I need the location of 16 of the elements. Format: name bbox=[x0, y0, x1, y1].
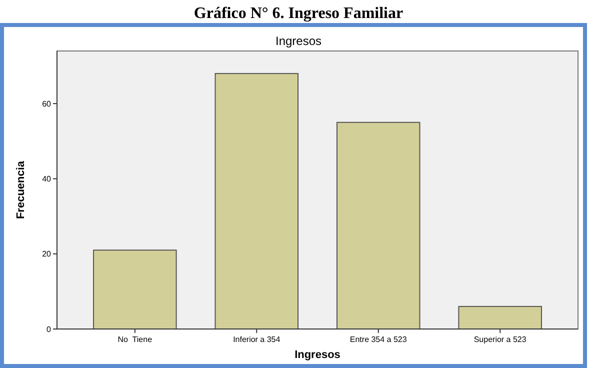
chart-subtitle: Ingresos bbox=[275, 34, 322, 48]
bar bbox=[93, 250, 177, 330]
bar bbox=[214, 73, 299, 330]
x-axis-title: Ingresos bbox=[294, 349, 340, 361]
x-tick-label: No Tiene bbox=[118, 335, 153, 344]
x-tick-label: Superior a 523 bbox=[474, 335, 527, 344]
x-tick-label: Entre 354 a 523 bbox=[350, 335, 408, 344]
x-tick-label: Inferior a 354 bbox=[233, 335, 281, 344]
y-tick-label: 60 bbox=[42, 99, 52, 108]
y-axis-title: Frecuencia bbox=[15, 160, 27, 220]
y-tick-label: 0 bbox=[46, 324, 52, 334]
y-tick-label: 40 bbox=[42, 174, 52, 184]
bar bbox=[458, 306, 542, 330]
bar bbox=[336, 122, 420, 330]
y-tick-label: 20 bbox=[42, 250, 52, 259]
chart-title: Gráfico N° 6. Ingreso Familiar bbox=[194, 5, 404, 22]
